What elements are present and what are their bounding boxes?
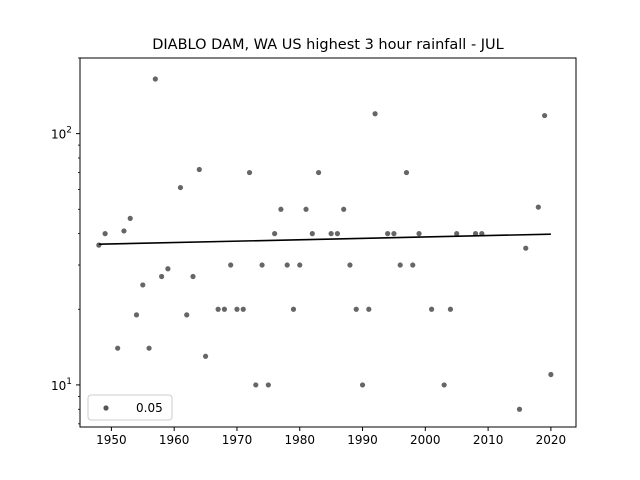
data-point <box>152 76 158 82</box>
data-point <box>548 371 554 378</box>
x-tick-label: 2010 <box>473 433 504 447</box>
data-point <box>328 231 334 237</box>
y-tick-label: 101 <box>51 377 72 393</box>
x-tick-label: 1990 <box>347 433 378 447</box>
data-point <box>441 382 447 388</box>
x-tick-label: 2020 <box>536 433 567 447</box>
data-point <box>359 382 366 388</box>
data-point <box>246 169 253 176</box>
plot-frame <box>79 57 577 428</box>
data-point <box>353 306 359 312</box>
data-point <box>428 306 435 312</box>
y-tick-base: 10 <box>51 379 66 393</box>
trend-line <box>98 233 551 246</box>
data-point <box>196 166 202 173</box>
data-point <box>240 306 246 312</box>
data-point <box>516 406 523 412</box>
data-point <box>234 306 240 312</box>
data-point <box>102 231 108 237</box>
legend-marker <box>103 405 109 411</box>
x-tick-label: 1970 <box>222 433 253 447</box>
data-point <box>397 262 403 268</box>
data-point <box>96 242 102 248</box>
data-point <box>523 245 529 251</box>
data-point <box>228 262 234 268</box>
data-point <box>391 231 397 237</box>
data-point <box>341 206 347 212</box>
data-point <box>385 231 391 237</box>
data-point <box>221 306 228 312</box>
data-layer <box>96 76 554 412</box>
data-point <box>190 273 196 280</box>
x-tick-label: 1960 <box>159 433 190 447</box>
data-point <box>284 262 290 268</box>
data-point <box>165 266 171 272</box>
x-tick-label: 1980 <box>284 433 315 447</box>
data-point <box>297 262 303 268</box>
data-point <box>159 273 165 280</box>
data-point <box>290 306 297 312</box>
x-tick-label: 2000 <box>410 433 441 447</box>
y-tick-exponent: 1 <box>66 377 72 387</box>
y-tick-base: 10 <box>51 128 66 142</box>
legend: 0.05 <box>87 394 173 421</box>
data-point <box>133 312 140 318</box>
data-point <box>416 231 422 237</box>
data-point <box>121 228 127 234</box>
y-tick-exponent: 2 <box>66 126 72 136</box>
data-point <box>366 306 372 312</box>
legend-box <box>87 394 173 421</box>
legend-label: 0.05 <box>136 401 163 415</box>
data-point <box>278 206 284 212</box>
data-point <box>403 169 410 176</box>
data-point <box>472 231 479 237</box>
data-point <box>253 382 259 388</box>
chart-title: DIABLO DAM, WA US highest 3 hour rainfal… <box>152 37 504 53</box>
data-point <box>535 204 541 210</box>
data-point <box>127 215 133 221</box>
data-point <box>140 282 146 288</box>
data-point <box>542 112 548 119</box>
data-point <box>303 206 309 212</box>
data-point <box>447 306 454 312</box>
data-point <box>259 262 265 268</box>
y-tick-label: 102 <box>51 126 72 142</box>
data-point <box>272 231 278 237</box>
data-point <box>177 184 184 191</box>
data-point <box>184 312 190 318</box>
data-point <box>347 262 353 268</box>
data-point <box>202 353 209 359</box>
data-point <box>372 111 378 117</box>
data-point <box>215 306 221 312</box>
data-point <box>309 231 315 237</box>
data-point <box>334 231 341 237</box>
data-point <box>410 262 416 268</box>
data-point <box>265 382 271 388</box>
data-point <box>315 169 322 176</box>
data-point <box>454 231 460 237</box>
data-point <box>146 345 152 351</box>
data-point <box>115 345 121 351</box>
x-tick-label: 1950 <box>96 433 127 447</box>
